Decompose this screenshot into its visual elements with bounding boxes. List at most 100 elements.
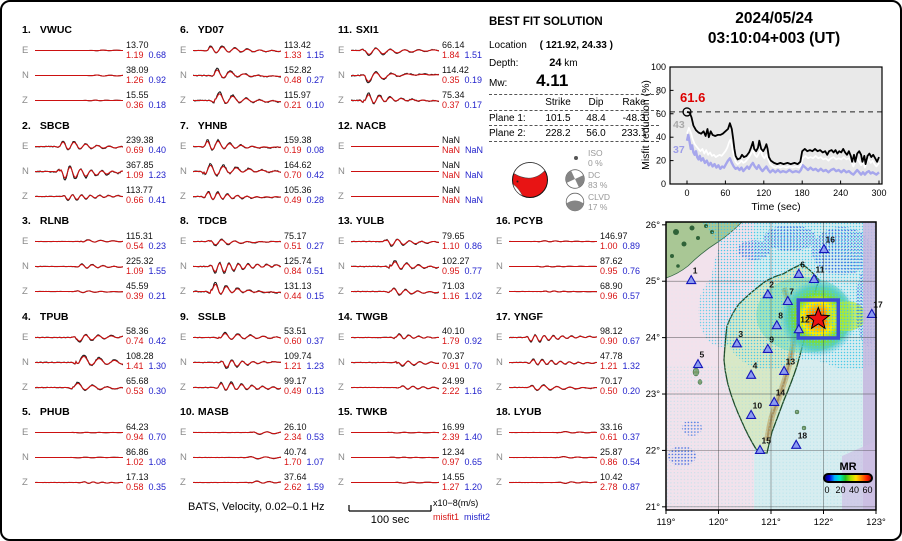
amplitude-value: 58.36	[126, 326, 149, 337]
component-row: E 53.51 0.60 0.37	[180, 325, 336, 350]
station-title: 18. LYUB	[496, 406, 542, 418]
svg-text:10: 10	[753, 400, 763, 410]
panel-title: BEST FIT SOLUTION	[489, 16, 603, 28]
component-label: N	[180, 356, 187, 368]
trace-values: 367.85 1.09 1.23	[126, 160, 166, 181]
map-station-13: 13	[778, 356, 795, 375]
map-station-4: 4	[745, 360, 758, 379]
trace-values: 115.31 0.54 0.23	[126, 230, 166, 252]
amplitude-value: 25.87	[600, 446, 623, 457]
misfit2-value: 0.67	[622, 336, 641, 346]
svg-text:4: 4	[753, 360, 758, 370]
component-label: E	[496, 236, 503, 247]
component-label: Z	[22, 477, 28, 488]
time-scalebar	[348, 505, 432, 512]
trace-values: 16.99 2.39 1.40	[442, 422, 482, 443]
component-row: E 146.97 1.00 0.89	[496, 229, 652, 254]
epicenter-box	[796, 298, 840, 340]
component-label: N	[496, 261, 503, 272]
trace-values: 164.62 0.70 0.42	[284, 160, 324, 181]
trace-values: 113.77 0.66 0.41	[126, 185, 167, 206]
amplitude-value: 131.13	[284, 280, 312, 291]
svg-text:18: 18	[798, 430, 808, 440]
amplitude-value: 65.68	[126, 376, 149, 387]
component-row: N 25.87 0.86 0.54	[496, 445, 652, 470]
waveform-trace	[193, 45, 281, 54]
misfit2-value: 0.41	[148, 195, 167, 205]
station-title: 10. MASB	[180, 406, 229, 418]
misfit1-value: 1.19	[126, 49, 144, 60]
amplitude-value: 70.17	[600, 376, 623, 387]
location-value: ( 121.92, 24.33 )	[539, 40, 613, 51]
misfit1-value: 0.50	[600, 386, 618, 396]
station-block: 10. MASB E 26.10 2.34 0.53 N 40.74 1.70 1.07 Z 37.…	[180, 406, 336, 495]
component-row: N 70.37 0.91 0.70	[338, 350, 494, 375]
component-row: N 12.34 0.97 0.65	[338, 445, 494, 470]
misfit2-value: 1.16	[464, 386, 483, 396]
component-row: N 38.09 1.26 0.92	[22, 63, 178, 88]
trace-values: 113.42 1.33 1.15	[284, 39, 324, 61]
waveform-trace	[351, 145, 439, 147]
waveform-trace	[509, 333, 597, 343]
amplitude-value: 113.42	[284, 39, 311, 50]
component-row: E 159.38 0.19 0.08	[180, 134, 336, 159]
svg-text:60: 60	[862, 485, 872, 495]
misfit1-value: NaN	[442, 195, 461, 205]
station-title: 17. YNGF	[496, 310, 543, 323]
amplitude-value: 33.16	[600, 421, 623, 432]
component-row: E NaN NaN NaN	[338, 134, 494, 159]
svg-text:20: 20	[835, 485, 845, 495]
component-row: Z 45.59 0.39 0.21	[22, 279, 178, 304]
misfit2-value: 1.02	[464, 290, 483, 301]
misfit1-value: 1.21	[284, 361, 302, 371]
misfit1-value: 1.09	[126, 170, 144, 180]
misfit1-value: 1.33	[284, 49, 302, 60]
component-label: N	[338, 70, 345, 81]
amplitude-value: 70.37	[442, 351, 465, 362]
amplitude-value: 115.31	[126, 230, 153, 241]
waveform-trace	[351, 456, 439, 459]
misfit2-value: 0.30	[148, 386, 167, 396]
trace-values: 65.68 0.53 0.30	[126, 376, 167, 397]
misfit2-value: 1.23	[306, 361, 325, 371]
waveform-trace	[193, 138, 281, 151]
amplitude-value: 12.34	[442, 446, 465, 457]
station-title: 11. SXI1	[338, 24, 379, 36]
component-label: E	[180, 427, 187, 438]
amplitude-value: 108.28	[126, 351, 154, 362]
mr-colorbar: MR 0 20 40 60	[823, 461, 873, 495]
svg-text:40: 40	[656, 132, 666, 142]
waveform-trace	[35, 290, 123, 294]
epicenter-star	[805, 306, 831, 330]
component-row: N 225.32 1.09 1.55	[22, 254, 178, 279]
component-row: N 164.62 0.70 0.42	[180, 159, 336, 184]
amplitude-value: 14.55	[442, 471, 465, 482]
component-label: Z	[180, 95, 186, 106]
misfit1-value: 0.49	[284, 386, 302, 396]
waveform-trace	[35, 49, 123, 52]
amplitude-value: 26.10	[284, 421, 307, 432]
waveform-trace	[35, 381, 123, 391]
component-row: N 40.74 1.70 1.07	[180, 445, 336, 470]
amplitude-value: 24.99	[442, 376, 465, 387]
component-label: N	[22, 261, 29, 272]
waveform-trace	[193, 331, 281, 340]
component-label: E	[338, 140, 345, 152]
iso-dot-icon	[574, 156, 578, 160]
svg-text:40: 40	[849, 485, 859, 495]
depth-unit: km	[564, 58, 578, 69]
misfit1-value: 1.00	[600, 240, 618, 251]
component-label: E	[496, 427, 503, 438]
clvd-beachball-icon	[565, 192, 585, 212]
component-label: Z	[22, 190, 28, 202]
amplitude-value: 75.17	[284, 230, 307, 241]
svg-text:120°: 120°	[709, 517, 729, 528]
misfit1-value: 1.21	[600, 361, 618, 371]
component-label: N	[22, 452, 29, 463]
misfit2-value: 0.87	[622, 481, 641, 492]
plane2-row: Plane 2: 228.2 56.0 233.1	[489, 126, 659, 142]
component-row: E 64.23 0.94 0.70	[22, 420, 178, 445]
depth-label: Depth:	[489, 58, 519, 69]
misfit2-value: 0.92	[148, 74, 167, 85]
component-label: E	[338, 236, 345, 247]
